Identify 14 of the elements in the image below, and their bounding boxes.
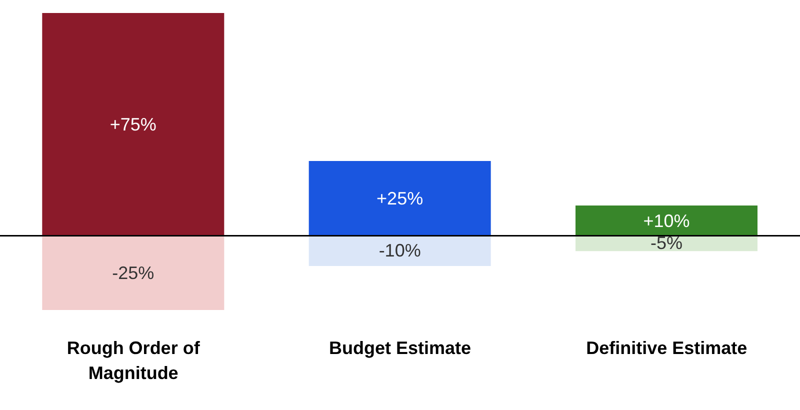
bar xyxy=(308,161,491,236)
x-tick-label: Rough Order of Magnitude xyxy=(66,338,201,383)
bar xyxy=(42,13,224,236)
data-label: -5% xyxy=(650,233,683,254)
x-tick-label: Budget Estimate xyxy=(328,338,472,358)
data-label: +10% xyxy=(643,210,690,231)
bar xyxy=(42,235,224,310)
data-label: -25% xyxy=(112,262,154,283)
data-label: +75% xyxy=(110,114,156,134)
x-tick-label: Definitive Estimate xyxy=(586,338,748,358)
data-label: +25% xyxy=(376,188,424,209)
data-label: -10% xyxy=(378,240,421,261)
bar xyxy=(308,235,491,266)
bar xyxy=(576,206,758,236)
